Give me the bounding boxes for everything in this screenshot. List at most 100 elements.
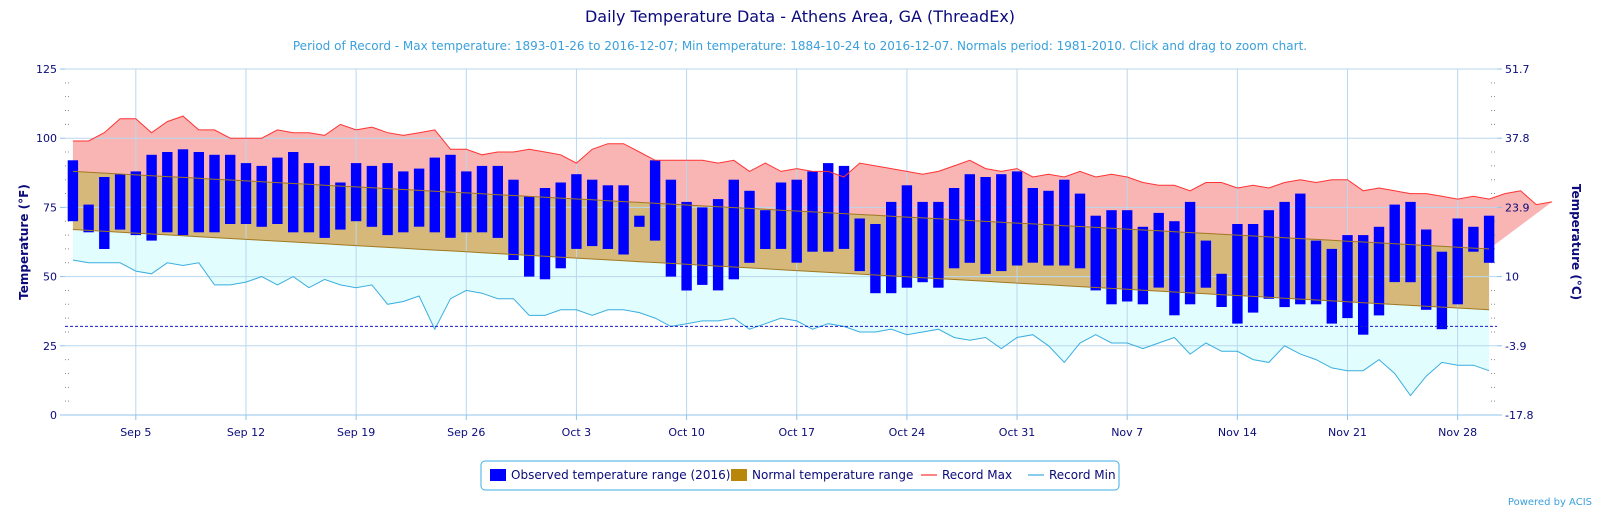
- observed-bar[interactable]: [335, 182, 346, 230]
- observed-bar[interactable]: [1468, 226, 1479, 252]
- observed-bar[interactable]: [209, 154, 220, 233]
- observed-bar[interactable]: [476, 165, 488, 233]
- record-max-line: [72, 115, 1553, 206]
- observed-bar[interactable]: [1279, 201, 1290, 308]
- legend-item-observed[interactable]: Observed temperature range (2016): [490, 468, 730, 482]
- observed-bar[interactable]: [193, 152, 204, 233]
- observed-bar[interactable]: [413, 168, 425, 227]
- observed-bar[interactable]: [964, 174, 975, 263]
- legend-box: [480, 460, 1120, 491]
- observed-bar[interactable]: [1011, 171, 1023, 266]
- observed-bar[interactable]: [1483, 215, 1495, 263]
- observed-bar[interactable]: [1122, 210, 1133, 302]
- observed-bar[interactable]: [823, 163, 834, 252]
- observed-bar[interactable]: [901, 185, 913, 288]
- observed-bar[interactable]: [1263, 210, 1274, 299]
- observed-bar[interactable]: [1373, 226, 1385, 316]
- observed-bar[interactable]: [303, 163, 315, 233]
- observed-bar[interactable]: [870, 224, 881, 294]
- observed-bar[interactable]: [130, 171, 141, 236]
- observed-bar[interactable]: [445, 154, 456, 238]
- observed-bar[interactable]: [99, 177, 110, 249]
- observed-bar[interactable]: [649, 160, 661, 241]
- observed-bar[interactable]: [67, 160, 79, 222]
- observed-bar[interactable]: [838, 165, 850, 249]
- observed-bar[interactable]: [272, 157, 283, 224]
- observed-bar[interactable]: [1405, 201, 1416, 283]
- observed-bar[interactable]: [1342, 235, 1353, 319]
- observed-bar[interactable]: [744, 190, 755, 263]
- observed-bar[interactable]: [634, 215, 645, 227]
- y-tick-label-right: 37.8: [1505, 132, 1530, 145]
- observed-bar[interactable]: [398, 171, 409, 233]
- observed-bar[interactable]: [1106, 210, 1117, 305]
- observed-bar[interactable]: [429, 157, 440, 233]
- observed-bar[interactable]: [1059, 179, 1070, 266]
- observed-bar[interactable]: [728, 179, 739, 280]
- observed-bar[interactable]: [1232, 224, 1243, 324]
- observed-bar[interactable]: [587, 179, 598, 247]
- observed-bar[interactable]: [1137, 226, 1149, 305]
- observed-bar[interactable]: [508, 179, 519, 260]
- observed-bar[interactable]: [1169, 221, 1180, 316]
- observed-bar[interactable]: [539, 188, 551, 280]
- observed-bar[interactable]: [1074, 193, 1086, 269]
- observed-bar[interactable]: [319, 165, 330, 238]
- observed-bar[interactable]: [854, 218, 865, 272]
- observed-bar[interactable]: [948, 188, 960, 269]
- observed-bar[interactable]: [146, 154, 157, 241]
- observed-bar[interactable]: [350, 163, 362, 222]
- legend-item-record-max[interactable]: Record Max: [921, 468, 1012, 482]
- observed-bar[interactable]: [240, 163, 252, 224]
- observed-bar[interactable]: [1043, 190, 1054, 266]
- y-axis-label-right: Temperature (°C): [1569, 184, 1583, 300]
- legend-item-normal[interactable]: Normal temperature range: [731, 468, 913, 482]
- observed-bar[interactable]: [288, 152, 299, 233]
- observed-bar[interactable]: [618, 185, 629, 255]
- observed-bar[interactable]: [1358, 235, 1369, 335]
- observed-bar[interactable]: [712, 199, 724, 291]
- observed-bar[interactable]: [366, 165, 378, 227]
- observed-bar[interactable]: [665, 179, 677, 277]
- observed-bar[interactable]: [1295, 193, 1306, 305]
- y-tick-label-right: 23.9: [1505, 201, 1530, 214]
- observed-bar[interactable]: [492, 165, 503, 238]
- observed-bar[interactable]: [1184, 201, 1196, 305]
- observed-bar[interactable]: [1247, 224, 1259, 313]
- observed-bar[interactable]: [917, 201, 928, 283]
- observed-bar[interactable]: [791, 179, 802, 263]
- observed-bar[interactable]: [775, 182, 787, 249]
- observed-bar[interactable]: [555, 182, 566, 269]
- observed-bar[interactable]: [697, 207, 708, 285]
- observed-bar[interactable]: [461, 171, 472, 233]
- observed-bar[interactable]: [1027, 188, 1038, 263]
- observed-bar[interactable]: [1421, 229, 1432, 310]
- observed-bar[interactable]: [256, 165, 267, 227]
- observed-bar[interactable]: [1153, 212, 1164, 288]
- observed-bar[interactable]: [114, 174, 126, 230]
- credit-link[interactable]: Powered by ACIS: [1508, 497, 1592, 508]
- observed-bar[interactable]: [933, 201, 944, 288]
- observed-bar[interactable]: [1216, 273, 1227, 307]
- observed-bar[interactable]: [162, 152, 173, 233]
- observed-bar[interactable]: [886, 201, 897, 294]
- observed-bar[interactable]: [1310, 240, 1322, 305]
- observed-bar[interactable]: [1090, 215, 1101, 291]
- observed-bar[interactable]: [1436, 251, 1448, 330]
- observed-bar[interactable]: [382, 163, 393, 236]
- observed-bar[interactable]: [571, 174, 582, 249]
- observed-bar[interactable]: [83, 204, 94, 233]
- observed-bar[interactable]: [1452, 218, 1463, 305]
- observed-bar[interactable]: [1326, 248, 1337, 324]
- observed-bar[interactable]: [225, 154, 236, 224]
- observed-bar[interactable]: [681, 201, 692, 291]
- legend-item-record-min[interactable]: Record Min: [1028, 468, 1116, 482]
- observed-bar[interactable]: [760, 210, 771, 249]
- observed-bar[interactable]: [602, 185, 614, 249]
- observed-bar[interactable]: [1200, 240, 1212, 288]
- observed-bar[interactable]: [177, 149, 189, 236]
- observed-bar[interactable]: [980, 177, 991, 274]
- observed-bar[interactable]: [524, 196, 535, 277]
- legend[interactable]: Observed temperature range (2016) Normal…: [480, 460, 1120, 491]
